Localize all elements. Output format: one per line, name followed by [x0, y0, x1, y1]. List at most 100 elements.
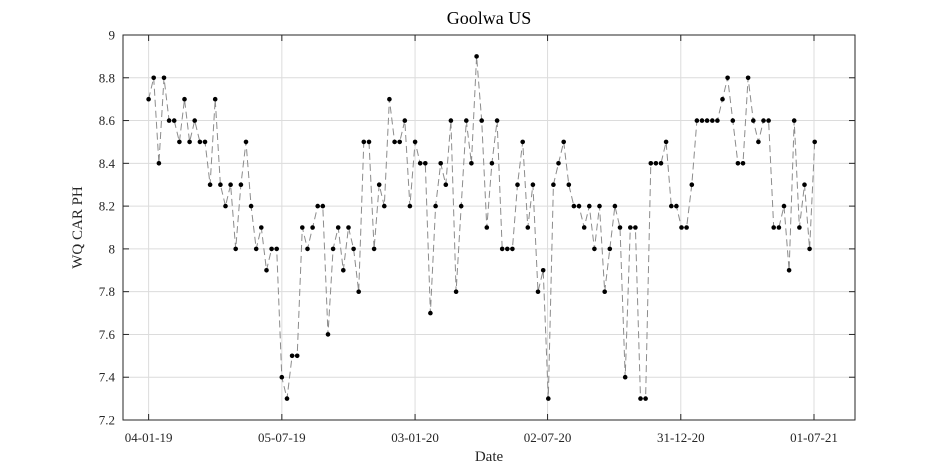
data-point [330, 246, 336, 252]
data-point [474, 54, 479, 59]
data-point [458, 203, 464, 209]
data-point [756, 139, 761, 145]
data-point [628, 225, 633, 230]
data-point [171, 118, 177, 123]
data-point [571, 203, 577, 209]
data-point [684, 225, 689, 230]
y-tick-labels: 7.2 7.4 7.6 7.8 8 8.2 8.4 8.6 8.8 9 [99, 28, 116, 428]
data-point [576, 203, 582, 209]
data-point [387, 96, 392, 102]
data-point [341, 268, 346, 273]
data-point [540, 268, 546, 273]
data-point [745, 75, 751, 81]
data-point [259, 225, 264, 230]
data-point [679, 225, 684, 230]
data-point [612, 203, 618, 209]
data-point [479, 118, 485, 123]
y-tick-label: 7.8 [99, 284, 115, 299]
data-point [438, 161, 444, 166]
data-point [566, 182, 572, 187]
data-point [207, 182, 213, 187]
data-point [720, 96, 725, 102]
data-point [274, 246, 280, 252]
data-point [812, 139, 817, 145]
data-point [658, 161, 664, 166]
data-point [212, 96, 218, 102]
data-point [505, 246, 510, 252]
data-point [335, 225, 341, 230]
data-point [648, 161, 654, 166]
data-point [663, 139, 669, 145]
x-tick-label: 05-07-19 [258, 430, 306, 445]
data-point [781, 203, 787, 209]
data-point [710, 118, 715, 123]
data-point [515, 182, 520, 187]
data-point [592, 246, 597, 252]
data-point [489, 161, 495, 166]
data-point [192, 118, 197, 123]
y-tick-label: 7.4 [99, 370, 116, 385]
data-point [791, 118, 797, 123]
data-point [402, 118, 408, 123]
data-point [602, 289, 607, 295]
data-point [807, 246, 812, 252]
data-point [499, 246, 505, 252]
data-point [376, 182, 382, 187]
tick-marks [123, 34, 855, 421]
data-point [177, 139, 182, 145]
data-point [361, 139, 367, 145]
series-line [148, 56, 816, 400]
data-point [300, 225, 305, 230]
data-point [412, 139, 418, 145]
data-point [797, 225, 802, 230]
x-tick-label: 01-07-21 [790, 430, 838, 445]
y-tick-label: 8.6 [99, 113, 116, 128]
data-point [771, 225, 776, 230]
data-point [535, 289, 541, 295]
data-point [766, 118, 771, 123]
y-tick-label: 8.8 [99, 70, 115, 85]
data-point [279, 374, 285, 380]
data-point [182, 96, 187, 102]
data-point [776, 225, 782, 230]
data-point [694, 118, 700, 123]
chart-title: Goolwa US [447, 8, 532, 28]
data-point [320, 203, 326, 209]
y-tick-label: 7.2 [99, 413, 115, 428]
data-point [146, 96, 151, 102]
data-point [233, 246, 238, 252]
data-point [428, 310, 433, 316]
data-point [622, 374, 628, 380]
y-tick-label: 8 [109, 241, 116, 256]
data-point [315, 203, 321, 209]
data-point [289, 353, 295, 359]
data-point [371, 246, 377, 252]
data-point [392, 139, 397, 145]
data-point [633, 225, 638, 230]
data-point [284, 396, 290, 401]
data-point [674, 203, 679, 209]
data-point [223, 203, 228, 209]
data-point [786, 268, 792, 273]
data-point [669, 203, 674, 209]
data-point [253, 246, 259, 252]
data-point [294, 353, 300, 359]
data-point [761, 118, 766, 123]
data-point [228, 182, 233, 187]
data-point [366, 139, 372, 145]
data-point [802, 182, 807, 187]
data-point [356, 289, 362, 295]
x-tick-label: 04-01-19 [125, 430, 173, 445]
data-point [433, 203, 438, 209]
data-point [530, 182, 536, 187]
data-point [187, 139, 192, 145]
data-point [346, 225, 351, 230]
data-point [382, 203, 387, 209]
data-point [653, 161, 659, 166]
data-point [464, 118, 469, 123]
data-point [581, 225, 587, 230]
data-point [325, 332, 331, 337]
plot-area-frame [122, 34, 856, 421]
data-point [269, 246, 274, 252]
